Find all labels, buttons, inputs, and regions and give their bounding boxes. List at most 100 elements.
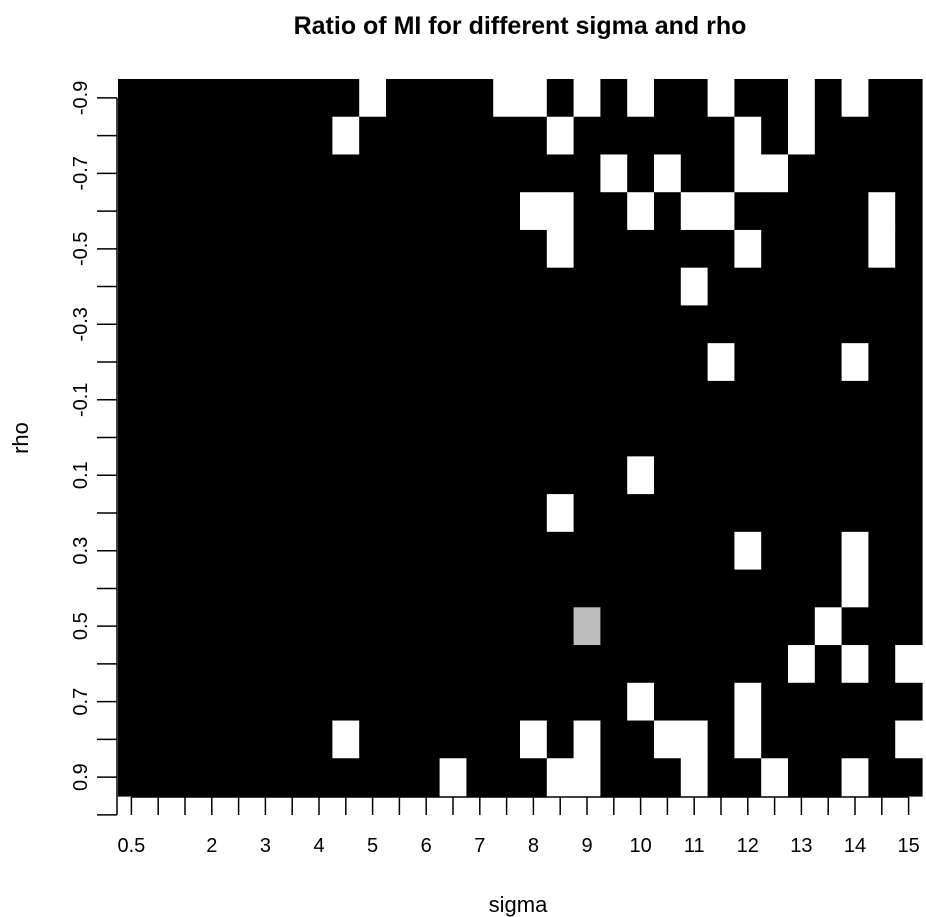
- y-axis: -0.9 -0.7 -0.5 -0.3 -0.1 0.1 0.3 0.5 0.7 0.9: [70, 81, 118, 816]
- heatmap-cell: [546, 456, 575, 495]
- heatmap-cell: [546, 720, 575, 759]
- heatmap-cell: [707, 607, 735, 646]
- heatmap-cell: [680, 758, 709, 797]
- heatmap-cell: [225, 418, 253, 457]
- heatmap-cell: [654, 456, 682, 495]
- heatmap-cell: [412, 116, 441, 156]
- x-tick-label: 9: [581, 835, 592, 857]
- heatmap-cell: [225, 154, 253, 193]
- heatmap-cell: [520, 116, 548, 156]
- heatmap-cell: [466, 267, 494, 307]
- heatmap-cell: [198, 720, 226, 759]
- heatmap-cell: [305, 380, 333, 420]
- heatmap-cell: [707, 682, 735, 722]
- heatmap-cell: [761, 569, 789, 608]
- heatmap-cell: [278, 229, 307, 269]
- heatmap-cell: [466, 720, 494, 759]
- heatmap-cell: [305, 758, 333, 797]
- heatmap-cell: [707, 720, 735, 759]
- heatmap-cell: [225, 607, 253, 646]
- heatmap-cell: [814, 456, 843, 495]
- heatmap-cell: [144, 229, 173, 269]
- heatmap-cell: [680, 305, 709, 344]
- heatmap-cell: [118, 758, 146, 797]
- heatmap-cell: [278, 305, 307, 344]
- heatmap-cell: [546, 607, 575, 646]
- heatmap-cells: [118, 79, 923, 797]
- heatmap-cell: [305, 343, 333, 382]
- y-tick-label: 0.9: [70, 763, 92, 791]
- heatmap-cell: [573, 116, 601, 156]
- heatmap-cell: [707, 116, 735, 156]
- heatmap-cell: [198, 645, 226, 684]
- heatmap-cell: [144, 682, 173, 722]
- y-tick-label: -0.1: [70, 383, 92, 417]
- heatmap-cell: [573, 569, 601, 608]
- heatmap-cell: [868, 305, 896, 344]
- heatmap-cell: [734, 380, 762, 420]
- heatmap-cell: [654, 607, 682, 646]
- heatmap-cell: [386, 116, 414, 156]
- heatmap-cell: [386, 569, 414, 608]
- heatmap-cell: [225, 531, 253, 571]
- x-tick-label: 14: [844, 835, 866, 857]
- heatmap-cell: [654, 229, 682, 269]
- heatmap-cell: [198, 531, 226, 571]
- heatmap-cell: [252, 229, 280, 269]
- heatmap-cell: [439, 305, 467, 344]
- heatmap-cell: [412, 229, 441, 269]
- heatmap-cell: [895, 154, 923, 193]
- heatmap-cell: [252, 343, 280, 382]
- heatmap-cell: [332, 531, 360, 571]
- y-tick-label: -0.9: [70, 81, 92, 115]
- heatmap-cell: [332, 116, 360, 156]
- heatmap-cell: [814, 79, 843, 118]
- heatmap-cell: [520, 229, 548, 269]
- heatmap-cell: [761, 494, 789, 533]
- heatmap-cell: [707, 494, 735, 533]
- heatmap-cell: [332, 305, 360, 344]
- heatmap-cell: [546, 494, 575, 533]
- heatmap-cell: [225, 79, 253, 118]
- heatmap-cell: [118, 531, 146, 571]
- heatmap-cell: [439, 531, 467, 571]
- heatmap-cell: [868, 79, 896, 118]
- heatmap-cell: [734, 720, 762, 759]
- heatmap-cell: [734, 79, 762, 118]
- heatmap-cell: [118, 569, 146, 608]
- heatmap-cell: [332, 720, 360, 759]
- heatmap-cell: [439, 154, 467, 193]
- heatmap-cell: [359, 192, 387, 231]
- heatmap-cell: [225, 758, 253, 797]
- heatmap-cell: [600, 418, 628, 457]
- heatmap-cell: [171, 720, 199, 759]
- heatmap-cell: [305, 607, 333, 646]
- heatmap-cell: [520, 192, 548, 231]
- heatmap-cell: [627, 116, 655, 156]
- heatmap-cell: [252, 79, 280, 118]
- heatmap-cell: [386, 380, 414, 420]
- heatmap-cell: [654, 494, 682, 533]
- heatmap-cell: [546, 418, 575, 457]
- heatmap-cell: [680, 494, 709, 533]
- heatmap-cell: [627, 645, 655, 684]
- heatmap-cell: [359, 607, 387, 646]
- heatmap-cell: [868, 607, 896, 646]
- heatmap-cell: [600, 758, 628, 797]
- heatmap-cell: [332, 494, 360, 533]
- heatmap-cell: [118, 720, 146, 759]
- heatmap-cell: [359, 645, 387, 684]
- heatmap-cell: [332, 758, 360, 797]
- heatmap-cell: [412, 418, 441, 457]
- heatmap-cell: [895, 418, 923, 457]
- heatmap-cell: [814, 229, 843, 269]
- heatmap-cell: [386, 607, 414, 646]
- heatmap-cell: [198, 267, 226, 307]
- heatmap-cell: [466, 494, 494, 533]
- heatmap-cell: [332, 229, 360, 269]
- heatmap-cell: [520, 380, 548, 420]
- heatmap-cell: [734, 154, 762, 193]
- heatmap-cell: [118, 607, 146, 646]
- heatmap-cell: [573, 229, 601, 269]
- heatmap-cell: [466, 380, 494, 420]
